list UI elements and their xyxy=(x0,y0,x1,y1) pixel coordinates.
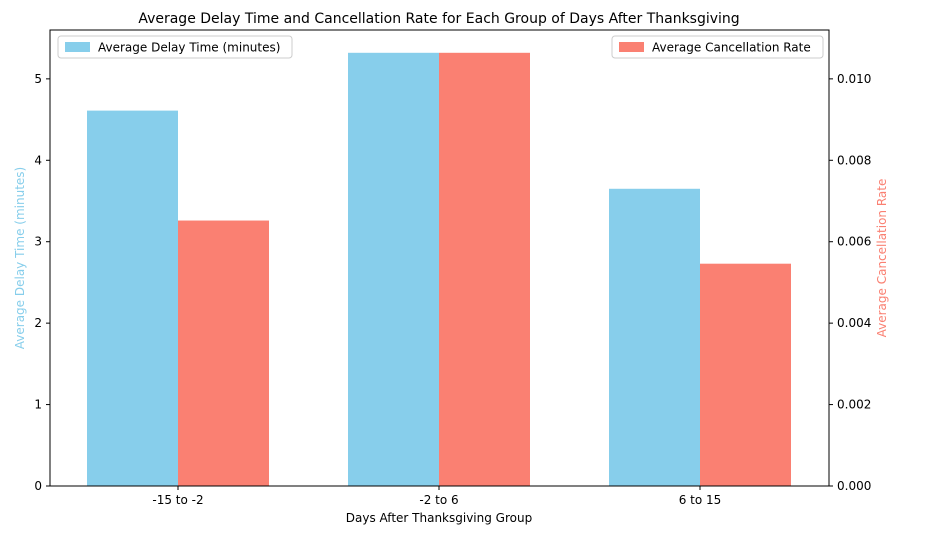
x-tick-label-0: -15 to -2 xyxy=(152,493,203,507)
right-axis-label: Average Cancellation Rate xyxy=(875,179,889,338)
axes-layer: -15 to -2 -2 to 6 6 to 15 0 1 2 3 4 5 0.000 0.002 0… xyxy=(34,29,871,507)
bar-delay-0 xyxy=(87,110,178,486)
right-tick-label-5: 0.010 xyxy=(837,72,871,86)
legend-left-swatch xyxy=(65,42,90,52)
legend-right-swatch xyxy=(619,42,644,52)
right-tick-label-4: 0.008 xyxy=(837,153,871,167)
legend-left-label: Average Delay Time (minutes) xyxy=(98,41,280,55)
left-axis-label: Average Delay Time (minutes) xyxy=(13,167,27,349)
legend-left-frame xyxy=(57,35,293,59)
left-tick-label-0: 0 xyxy=(34,479,42,493)
legend-right-frame xyxy=(611,35,824,59)
right-tick-label-1: 0.002 xyxy=(837,398,871,412)
bar-cancellation-0 xyxy=(178,220,269,487)
bar-delay-2 xyxy=(609,188,700,487)
right-tick-label-0: 0.000 xyxy=(837,479,871,493)
x-axis-label: Days After Thanksgiving Group xyxy=(346,511,532,525)
left-tick-label-3: 3 xyxy=(34,235,42,249)
bar-delay-1 xyxy=(348,52,439,487)
right-tick-label-3: 0.006 xyxy=(837,235,871,249)
right-tick-label-2: 0.004 xyxy=(837,316,871,330)
x-tick-label-2: 6 to 15 xyxy=(679,493,722,507)
left-tick-label-2: 2 xyxy=(34,316,42,330)
left-tick-label-5: 5 xyxy=(34,72,42,86)
bar-cancellation-2 xyxy=(700,263,791,486)
x-tick-label-1: -2 to 6 xyxy=(419,493,458,507)
legend-right-label: Average Cancellation Rate xyxy=(652,41,811,55)
legend-left: Average Delay Time (minutes) xyxy=(57,35,293,59)
legend-right: Average Cancellation Rate xyxy=(611,35,824,59)
chart-title: Average Delay Time and Cancellation Rate… xyxy=(138,11,739,27)
left-tick-label-1: 1 xyxy=(34,398,42,412)
left-tick-label-4: 4 xyxy=(34,153,42,167)
bar-cancellation-1 xyxy=(439,52,530,487)
bars-layer xyxy=(87,52,791,487)
